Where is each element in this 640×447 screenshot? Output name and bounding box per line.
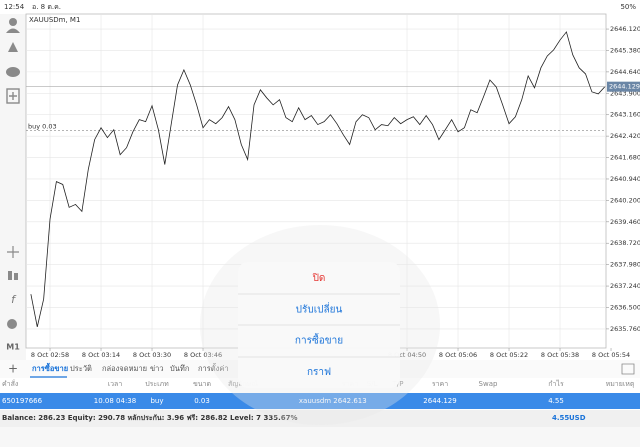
timeframe[interactable]: M1: [6, 343, 20, 352]
price-tag-label: 2644.129: [609, 83, 640, 91]
add-button[interactable]: +: [8, 362, 18, 376]
tab[interactable]: ประวัติ: [70, 364, 92, 373]
table-row[interactable]: [0, 393, 640, 409]
price-line-series: [30, 31, 605, 327]
crosshair-icon[interactable]: [7, 246, 19, 258]
x-tick-label: 8 Oct 03:14: [82, 351, 120, 359]
tabs: การซื้อขาย ประวัติ กล่องจดหมาย ข่าว บันทึก กา…: [30, 362, 229, 378]
table-cell: 10.08 04:38: [94, 397, 136, 405]
y-tick-label: 2638.720: [610, 239, 640, 247]
toolbar: [0, 14, 26, 360]
layout-icon[interactable]: [621, 363, 635, 375]
table-cell: buy: [150, 397, 163, 405]
account-icon[interactable]: [9, 18, 17, 26]
y-tick-label: 2645.380: [610, 46, 640, 54]
column-header: คำสั่ง: [2, 379, 18, 388]
menu-separators: [238, 293, 400, 358]
x-tick-label: 8 Oct 05:22: [490, 351, 528, 359]
x-tick-label: 8 Oct 05:06: [439, 351, 477, 359]
menu-item[interactable]: การซื้อขาย: [295, 333, 343, 347]
column-header: กำไร: [548, 379, 564, 388]
x-tick-label: 8 Oct 05:38: [541, 351, 579, 359]
account-icon-body: [6, 28, 20, 33]
summary-bar: [0, 410, 640, 427]
table-cell: 4.55: [548, 397, 564, 405]
status-battery: 50%: [620, 3, 636, 11]
tab[interactable]: ข่าว: [150, 364, 164, 373]
table-cell: 2642.613: [333, 397, 366, 405]
tab[interactable]: การซื้อขาย: [32, 362, 68, 373]
signal-icon[interactable]: [8, 42, 18, 52]
x-tick-label: 8 Oct 04:50: [388, 351, 426, 359]
column-header: ประเภท: [145, 380, 169, 388]
table-cell: 2644.129: [423, 397, 456, 405]
tab[interactable]: กล่องจดหมาย: [102, 364, 147, 373]
y-tick-label: 2635.760: [610, 325, 640, 333]
y-tick-label: 2643.160: [610, 111, 640, 119]
y-tick-label: 2637.240: [610, 282, 640, 290]
menu-item[interactable]: ปิด: [312, 273, 325, 284]
summary-profit: 4.55: [552, 414, 569, 422]
table-cell: 650197666: [2, 397, 43, 405]
y-tick-label: 2639.460: [610, 218, 640, 226]
tab[interactable]: บันทึก: [170, 364, 189, 373]
column-header: เวลา: [108, 380, 123, 388]
y-tick-label: 2643.900: [610, 89, 640, 97]
y-tick-label: 2644.640: [610, 68, 640, 76]
objects-icon[interactable]: [7, 319, 17, 329]
new-order-plus: [9, 92, 17, 100]
column-header: หมายเหตุ: [606, 380, 635, 388]
x-tick-label: 8 Oct 03:46: [184, 351, 222, 359]
x-tick-label: 8 Oct 03:30: [133, 351, 171, 359]
y-tick-label: 2637.980: [610, 261, 640, 269]
chart-type-icon-b: [14, 273, 18, 280]
y-tick-label: 2646.120: [610, 25, 640, 33]
order-line-label: buy 0.03: [28, 123, 57, 131]
chart-type-icon[interactable]: [8, 271, 12, 280]
status-time: 12:54: [4, 3, 25, 11]
new-order-icon[interactable]: [6, 88, 20, 104]
y-tick-label: 2640.200: [610, 196, 640, 204]
price-tag: [607, 81, 640, 92]
x-tick-label: 8 Oct 05:54: [592, 351, 630, 359]
y-tick-label: 2642.420: [610, 132, 640, 140]
column-header: Swap: [479, 380, 498, 388]
x-tick-label: 8 Oct 02:58: [31, 351, 69, 359]
column-header: ราคา: [432, 380, 448, 388]
indicator-icon[interactable]: f: [11, 293, 17, 306]
table: คำสั่งเวลาประเภทขนาดสัญลักษณ์ราคาS/LT/Pร…: [0, 379, 640, 409]
summary-currency: USD: [569, 414, 586, 422]
bottom-area: [0, 427, 640, 447]
table-cell: 0.03: [194, 397, 210, 405]
y-tick-label: 2636.500: [610, 303, 640, 311]
tab[interactable]: การตั้งค่า: [198, 363, 229, 373]
status-date: อ. 8 ต.ค.: [32, 3, 61, 11]
y-tick-label: 2640.940: [610, 175, 640, 183]
y-tick-label: 2641.680: [610, 154, 640, 162]
table-cell: xauusdm: [299, 397, 331, 405]
column-header: ขนาด: [193, 380, 211, 388]
menu-item[interactable]: ปรับเปลี่ยน: [296, 301, 343, 315]
chat-icon[interactable]: [6, 67, 20, 77]
menu-item[interactable]: กราฟ: [307, 367, 331, 378]
chart-title: XAUUSDm, M1: [29, 16, 80, 24]
summary-text: Balance: 286.23 Equity: 290.78 หลักประกั…: [2, 414, 297, 422]
